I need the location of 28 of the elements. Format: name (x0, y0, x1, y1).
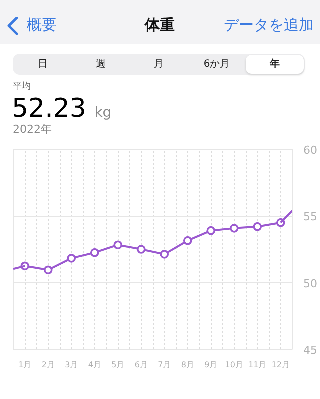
y-tick-label: 55 (304, 210, 318, 224)
text: kg (94, 105, 112, 121)
text: 週 (95, 58, 107, 72)
text: 月 (153, 58, 165, 72)
x-tick-label: 4月 (88, 360, 102, 370)
y-tick-label: 45 (304, 344, 318, 357)
x-tick-label: 9月 (204, 360, 218, 370)
text: 日 (37, 58, 49, 72)
y-tick-label: 50 (304, 277, 318, 290)
text: 52.23 (12, 94, 86, 124)
x-tick-label: 5月 (112, 360, 125, 370)
x-tick-label: 11月 (248, 360, 267, 370)
x-tick-label: 12月 (272, 360, 290, 370)
text: 概要 (27, 15, 57, 36)
text: データを追加 (224, 15, 314, 36)
text: 平均 (13, 81, 31, 94)
chart-title: 体重 (145, 16, 175, 34)
text: 2022年 (13, 122, 52, 138)
x-tick-label: 6月 (134, 360, 148, 370)
x-tick-label: 2月 (42, 360, 55, 370)
text: 年 (246, 55, 304, 74)
x-tick-label: 3月 (65, 360, 78, 370)
y-tick-label: 60 (304, 144, 318, 157)
x-tick-label: 10月 (225, 360, 244, 370)
x-tick-label: 7月 (158, 360, 172, 370)
x-tick-label: 8月 (181, 360, 194, 370)
text: 6か月 (202, 58, 232, 72)
x-tick-label: 1月 (18, 360, 32, 370)
